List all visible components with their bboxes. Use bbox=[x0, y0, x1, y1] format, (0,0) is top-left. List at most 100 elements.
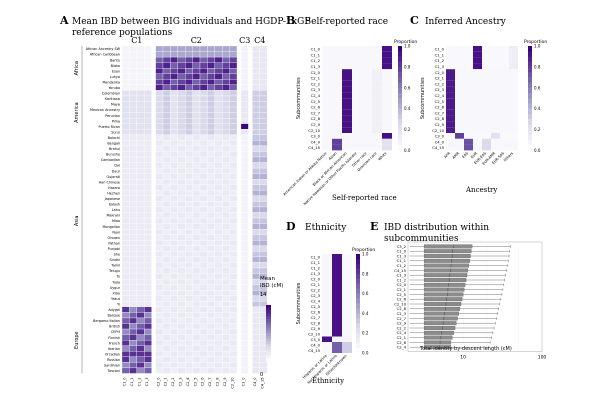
heatmap-cell bbox=[177, 68, 186, 74]
heatmap-cell bbox=[185, 351, 193, 357]
row-label: Colombian bbox=[102, 92, 120, 96]
heatmap-cell bbox=[199, 367, 208, 374]
heatmap-cell bbox=[362, 98, 372, 104]
row-label: African Caribbean bbox=[90, 53, 120, 57]
heatmap-cell bbox=[170, 184, 178, 191]
heatmap-cell bbox=[207, 301, 215, 307]
heatmap-cell bbox=[192, 251, 201, 258]
heatmap-cell bbox=[199, 129, 208, 135]
box bbox=[423, 330, 454, 335]
heatmap-cell bbox=[121, 345, 130, 352]
heatmap-cell bbox=[199, 56, 208, 63]
heatmap-cell bbox=[207, 101, 215, 108]
heatmap-cell bbox=[455, 144, 464, 151]
col-label: C2_7 bbox=[208, 377, 212, 386]
heatmap-cell bbox=[155, 118, 164, 124]
heatmap-cell bbox=[240, 51, 249, 58]
panel-a-colorbar-step bbox=[266, 310, 271, 314]
panel-a-colorbar-step bbox=[266, 305, 271, 309]
heatmap-cell bbox=[136, 195, 145, 202]
row-label: C2_10 bbox=[432, 128, 444, 133]
box bbox=[423, 258, 470, 263]
heatmap-cell bbox=[332, 109, 342, 116]
heatmap-cell bbox=[121, 223, 130, 230]
heatmap-cell bbox=[229, 73, 238, 80]
heatmap-cell bbox=[177, 256, 186, 263]
row-label: Han Chinese bbox=[99, 180, 120, 184]
heatmap-cell bbox=[162, 195, 171, 202]
heatmap-cell bbox=[121, 145, 130, 152]
heatmap-cell bbox=[199, 228, 208, 235]
heatmap-cell bbox=[352, 51, 362, 58]
heatmap-cell bbox=[121, 273, 130, 280]
heatmap-cell bbox=[382, 138, 392, 145]
heatmap-cell bbox=[500, 51, 509, 58]
panel-c-colorbar-step bbox=[528, 46, 532, 52]
panel-b-colorbar-tick: 1.0 bbox=[404, 44, 411, 49]
heatmap-cell bbox=[207, 251, 215, 258]
heatmap-cell bbox=[192, 167, 201, 174]
heatmap-cell bbox=[185, 106, 193, 113]
heatmap-cell bbox=[252, 367, 260, 374]
heatmap-cell bbox=[222, 273, 230, 280]
heatmap-cell bbox=[252, 173, 260, 180]
heatmap-cell bbox=[121, 45, 130, 52]
row-label: C2_6 bbox=[397, 340, 407, 345]
heatmap-cell bbox=[129, 195, 137, 202]
heatmap-cell bbox=[372, 121, 382, 128]
panel-b-colorbar-step bbox=[398, 139, 402, 146]
box bbox=[423, 340, 452, 345]
heatmap-cell bbox=[509, 127, 518, 133]
heatmap-cell bbox=[121, 84, 130, 91]
heatmap-cell bbox=[121, 295, 130, 302]
heatmap-cell bbox=[207, 328, 215, 335]
heatmap-cell bbox=[222, 51, 230, 58]
heatmap-cell bbox=[229, 173, 238, 180]
heatmap-cell bbox=[240, 306, 249, 313]
heatmap-cell bbox=[144, 118, 152, 124]
heatmap-cell bbox=[509, 51, 518, 58]
heatmap-cell bbox=[162, 267, 171, 274]
heatmap-cell bbox=[207, 212, 215, 219]
heatmap-cell bbox=[446, 104, 455, 110]
panel-b-colorbar-tick: 0.4 bbox=[404, 106, 411, 111]
heatmap-cell bbox=[155, 290, 164, 296]
heatmap-cell bbox=[222, 245, 230, 252]
heatmap-cell bbox=[229, 123, 238, 130]
heatmap-cell bbox=[342, 75, 352, 81]
heatmap-cell bbox=[229, 345, 238, 352]
heatmap-cell bbox=[170, 90, 178, 97]
heatmap-cell bbox=[199, 234, 208, 241]
row-label: Mandenka bbox=[102, 80, 120, 84]
heatmap-cell bbox=[491, 92, 500, 99]
heatmap-cell bbox=[192, 312, 201, 319]
heatmap-cell bbox=[509, 69, 518, 75]
heatmap-cell bbox=[222, 256, 230, 263]
heatmap-cell bbox=[144, 234, 152, 241]
heatmap-cell bbox=[162, 68, 171, 74]
heatmap-cell bbox=[170, 106, 178, 113]
panel-c-colorbar-tick: 0.0 bbox=[534, 148, 541, 153]
heatmap-cell bbox=[199, 334, 208, 341]
heatmap-cell bbox=[207, 262, 215, 269]
panel-b-title: Self-reported race bbox=[305, 17, 388, 27]
row-label: Bergamo Italian bbox=[93, 319, 120, 323]
row-label: C2_2 bbox=[397, 325, 407, 330]
panel-b-colorbar-step bbox=[398, 119, 402, 125]
heatmap-cell bbox=[121, 73, 130, 80]
row-label: Tamil bbox=[110, 264, 120, 268]
heatmap-cell bbox=[322, 281, 332, 287]
heatmap-cell bbox=[207, 184, 215, 191]
heatmap-cell bbox=[342, 63, 352, 70]
heatmap-cell bbox=[136, 173, 145, 180]
col-label: C2_0 bbox=[156, 377, 160, 387]
heatmap-cell bbox=[252, 217, 260, 224]
heatmap-cell bbox=[170, 245, 178, 252]
heatmap-cell bbox=[482, 75, 491, 81]
box bbox=[423, 263, 469, 268]
row-label: C2_6 bbox=[435, 105, 445, 110]
heatmap-cell bbox=[192, 339, 201, 346]
heatmap-cell bbox=[372, 127, 382, 133]
heatmap-cell bbox=[352, 69, 362, 75]
heatmap-cell bbox=[229, 301, 238, 307]
